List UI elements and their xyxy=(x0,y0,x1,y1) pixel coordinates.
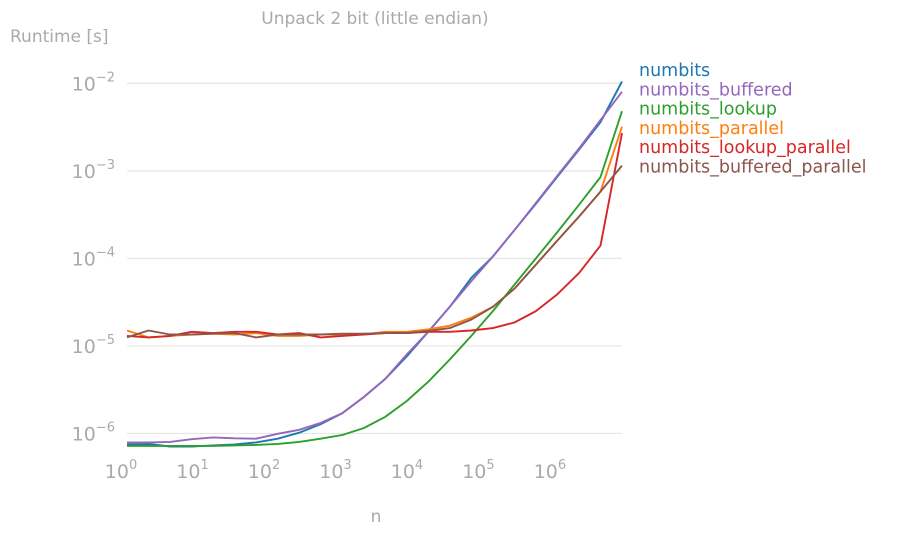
series-line-numbits_parallel xyxy=(126,126,623,339)
y-tick-label: 10−4 xyxy=(72,245,115,270)
x-tick-label: 102 xyxy=(248,458,280,483)
series-line-numbits_buffered xyxy=(127,91,623,444)
x-tick-label: 103 xyxy=(319,458,351,483)
x-tick-label: 106 xyxy=(534,458,566,483)
x-axis-label: n xyxy=(371,507,382,527)
legend-item: numbits_lookup xyxy=(639,100,777,120)
series-line-numbits_buffered_parallel xyxy=(126,164,623,339)
y-tick-label: 10−6 xyxy=(72,420,115,445)
y-tick-label: 10−3 xyxy=(72,158,115,183)
y-tick-label: 10−5 xyxy=(72,333,115,358)
series-line-numbits xyxy=(126,81,623,448)
legend-item: numbits_lookup_parallel xyxy=(639,138,851,158)
series-line-numbits_lookup xyxy=(127,110,623,447)
grid-lines xyxy=(127,82,622,435)
legend-item: numbits xyxy=(639,61,710,81)
chart-title: Unpack 2 bit (little endian) xyxy=(261,9,488,29)
legend-item: numbits_buffered xyxy=(639,80,793,100)
legend-item: numbits_buffered_parallel xyxy=(639,158,867,178)
series-line-numbits_lookup_parallel xyxy=(126,132,623,339)
series-lines xyxy=(126,81,623,448)
x-tick-label: 105 xyxy=(462,458,494,483)
x-tick-label: 104 xyxy=(391,458,423,483)
legend-item: numbits_parallel xyxy=(639,119,784,139)
x-tick-label: 101 xyxy=(176,458,208,483)
x-tick-label: 100 xyxy=(105,458,137,483)
legend: numbitsnumbits_bufferednumbits_lookupnum… xyxy=(639,61,867,178)
x-axis-ticks: 100 101 102 103 104 105 106 xyxy=(105,458,566,483)
y-tick-label: 10−2 xyxy=(72,70,115,95)
y-axis-label: Runtime [s] xyxy=(10,27,109,47)
y-axis-ticks: 10−6 10−5 10−4 10−3 10−2 xyxy=(72,70,115,445)
